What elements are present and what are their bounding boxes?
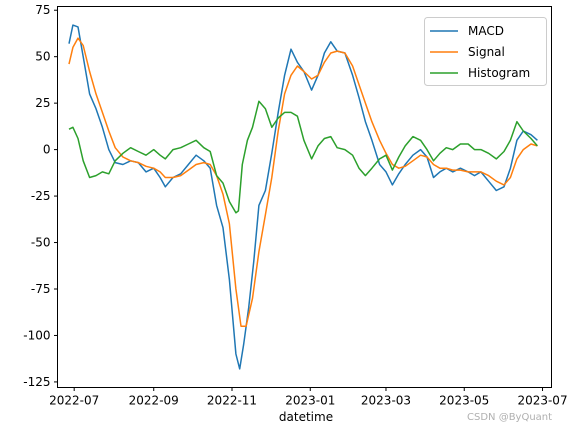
x-tick-label: 2022-07 — [49, 394, 99, 408]
y-tick-label: -75 — [31, 282, 51, 296]
x-axis-ticks: 2022-07 2022-09 2022-11 2023-01 2023-03 2023-… — [49, 387, 568, 408]
y-tick-label: 0 — [43, 143, 51, 157]
x-tick-label: 2022-09 — [129, 394, 179, 408]
watermark: CSDN @ByQuant — [467, 412, 553, 423]
y-tick-label: 50 — [35, 50, 50, 64]
series-line-histogram — [68, 100, 538, 214]
series-line-macd — [68, 24, 538, 370]
x-tick-label: 2022-11 — [207, 394, 257, 408]
x-tick-label: 2023-07 — [517, 394, 567, 408]
y-tick-label: -25 — [31, 189, 51, 203]
x-tick-label: 2023-01 — [285, 394, 335, 408]
series-line-signal — [68, 37, 538, 327]
y-axis-ticks: 75 50 25 0 -25 -50 -75 -100 -125 — [23, 3, 58, 389]
legend-box — [424, 17, 547, 86]
legend-label-macd: MACD — [468, 24, 504, 38]
plot-frame — [57, 6, 552, 388]
y-tick-label: 75 — [35, 3, 50, 17]
y-tick-label: -125 — [23, 375, 50, 389]
x-tick-label: 2023-03 — [361, 394, 411, 408]
legend: MACD Signal Histogram — [424, 17, 547, 86]
x-axis-label: datetime — [279, 410, 333, 424]
x-tick-label: 2023-05 — [439, 394, 489, 408]
legend-label-histogram: Histogram — [468, 66, 530, 80]
legend-label-signal: Signal — [468, 45, 505, 59]
series-lines — [68, 24, 538, 370]
y-tick-label: 25 — [35, 96, 50, 110]
legend-items: MACD Signal Histogram — [430, 24, 530, 80]
y-tick-label: -50 — [31, 236, 51, 250]
y-tick-label: -100 — [23, 328, 50, 342]
